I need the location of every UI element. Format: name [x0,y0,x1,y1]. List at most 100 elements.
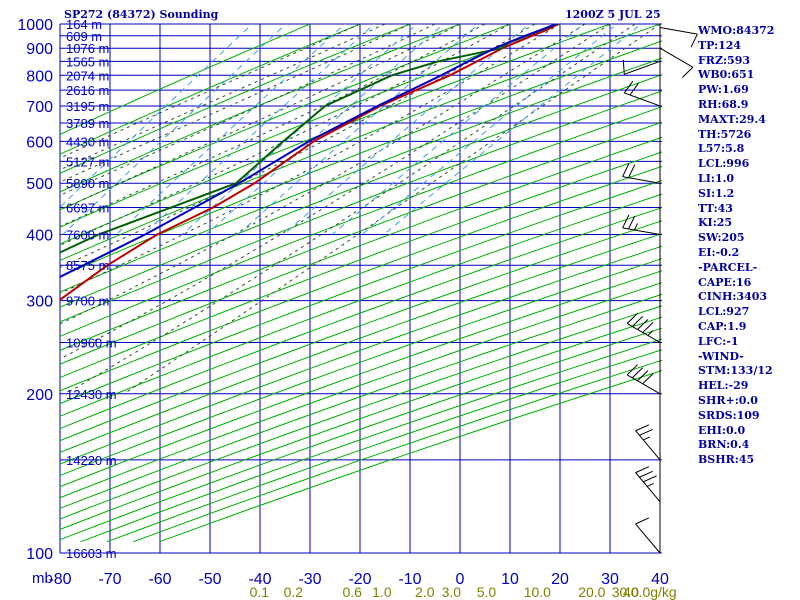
barb-full [690,33,698,48]
pressure-tick: 100 [26,546,53,563]
stat-sw: SW:205 [698,231,745,245]
mixing-ratio-line [116,24,346,235]
pressure-tick: 700 [26,99,53,116]
height-label: 8575 m [66,258,109,273]
barb-full [637,319,649,330]
pressure-tick: 800 [26,68,53,85]
temperature-tick: -30 [298,571,321,588]
moist-adiabat [60,24,486,228]
barb-full [635,466,650,474]
wind-barb [635,466,661,503]
stat-pw: PW:1.69 [698,83,749,97]
barb-full [642,373,654,385]
wind-barb [622,59,661,75]
dry-adiabat [60,258,662,477]
sounding-traces [60,24,559,302]
temperature-tick: 40 [651,571,669,588]
dry-adiabat [60,151,662,379]
barb-full [629,82,639,96]
mixing-ratio-line [331,24,585,235]
dry-adiabat [60,293,662,509]
stat-l57: L57:5.8 [698,142,745,156]
moist-adiabat [60,24,586,325]
barb-half [647,330,654,336]
stat-maxt: MAXT:29.4 [698,112,766,126]
stat-lfc: LFC:-1 [698,334,739,348]
height-label: 2074 m [66,68,109,83]
temperature-tick: 30 [601,571,619,588]
barb-shaft [635,523,661,554]
height-label: 3195 m [66,99,109,114]
temperature-tick: -60 [148,571,171,588]
mixing-ratio-line [361,24,618,235]
wind-barb [623,80,661,107]
mixing-ratio-lines [60,24,643,235]
height-labels: 16603 m 14220 m 12430 m 10960 m 9700 m 8575 m… [66,17,117,561]
height-label: 6697 m [66,200,109,215]
stat-stm: STM:133/12 [698,364,773,378]
pressure-tick: 200 [26,387,53,404]
section-wind: -WIND- [698,349,744,363]
stat-parcel-lcl: LCL:927 [698,305,750,319]
barb-full [623,80,634,94]
height-label: 12430 m [66,387,117,402]
stat-frz: FRZ:593 [698,53,751,67]
height-label: 5890 m [66,176,109,191]
dry-adiabat [60,24,312,136]
mixing-ratio-label: 0.6 [342,584,362,600]
barb-half [643,436,651,441]
mixing-ratio-line [283,24,531,235]
wind-barb [626,364,661,395]
wind-barb [635,424,661,461]
dry-adiabat [60,179,662,405]
temperature-tick: -10 [398,571,421,588]
station-title: SP272 (84372) Sounding [64,8,219,21]
barb-full [626,364,638,376]
barb-shaft [624,60,661,75]
barb-full [637,370,649,382]
mixing-ratio-label: 2.0 [415,584,435,600]
barb-full [628,164,636,178]
barb-full [682,66,694,78]
stat-wmo: WMO:84372 [698,24,775,37]
mixing-ratio-label: 3.0 [442,584,462,600]
stat-srds: SRDS:109 [698,408,760,422]
mixing-ratio-label: 0.2 [284,584,304,600]
barb-full [639,470,653,478]
barb-full [643,475,657,483]
temperature-tick: 10 [501,571,519,588]
wind-barbs [622,24,698,554]
stat-tp: TP:124 [698,38,742,52]
dry-adiabat [60,40,662,278]
pressure-tick: 600 [26,134,53,151]
moist-adiabat [60,24,436,196]
barb-full [642,322,654,333]
barb-full [622,163,630,177]
mixing-ratio-line [62,24,287,235]
stat-rh: RH:68.9 [698,97,749,111]
dry-adiabat [60,106,662,337]
dry-adiabat [60,207,662,430]
stat-li: LI:1.0 [698,171,735,185]
height-label: 7600 m [66,228,109,243]
height-label: 2616 m [66,83,109,98]
mixing-ratio-label: 0.1 [250,584,270,600]
height-label: 1076 m [66,41,109,56]
stat-cinh: CINH:3403 [698,290,768,304]
barb-shaft [659,26,698,35]
moist-adiabat [60,24,386,171]
height-label: 609 m [66,29,102,44]
stat-si: SI:1.2 [698,186,735,200]
dry-adiabat [60,193,662,417]
mixing-ratio-label: 5.0 [477,584,497,600]
dry-adiabat [60,90,662,323]
height-label: 14220 m [66,453,117,468]
wind-barb [626,313,661,343]
wind-barb [622,214,661,236]
temperature-tick: 0 [456,571,465,588]
moist-adiabat [65,24,636,395]
barb-shaft [659,47,694,68]
barb-full [631,367,644,379]
axis-corner-label: mb [32,570,53,587]
stat-cape: CAPE:16 [698,275,752,289]
